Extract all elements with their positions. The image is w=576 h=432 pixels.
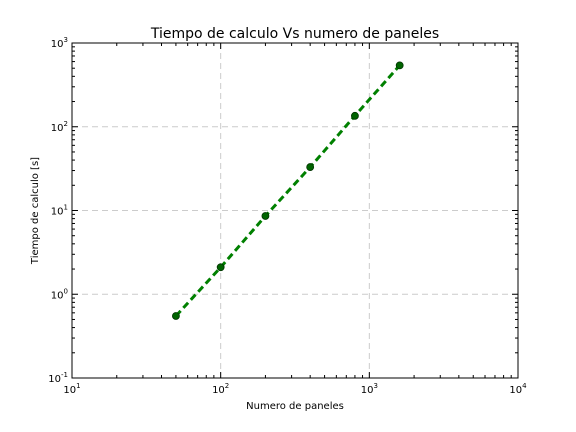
data-point [306,163,315,171]
data-point [261,212,270,220]
series-layer [172,61,404,320]
y-axis-label: Tiempo de calculo [s] [30,157,41,265]
data-point [351,111,359,120]
x-axis-label: Numero de paneles [246,401,344,412]
y-tick-label: 102 [51,120,68,134]
x-tick-label: 104 [509,382,527,396]
y-tick-label: 10-1 [48,371,68,385]
y-tick-label: 100 [51,287,68,301]
data-point [395,61,404,70]
y-tick-label: 103 [51,36,68,50]
grid [72,43,518,378]
y-tick-label: 101 [51,204,68,218]
data-point [216,263,225,272]
data-point [172,312,180,320]
x-tick-label: 103 [361,382,378,396]
x-tick-label: 101 [63,382,80,396]
chart-title: Tiempo de calculo Vs numero de paneles [150,26,439,42]
series-line [174,64,401,318]
ticks: 101 102 103 104 10-1 100 101 102 103 [48,36,527,396]
x-tick-label: 102 [212,382,229,396]
